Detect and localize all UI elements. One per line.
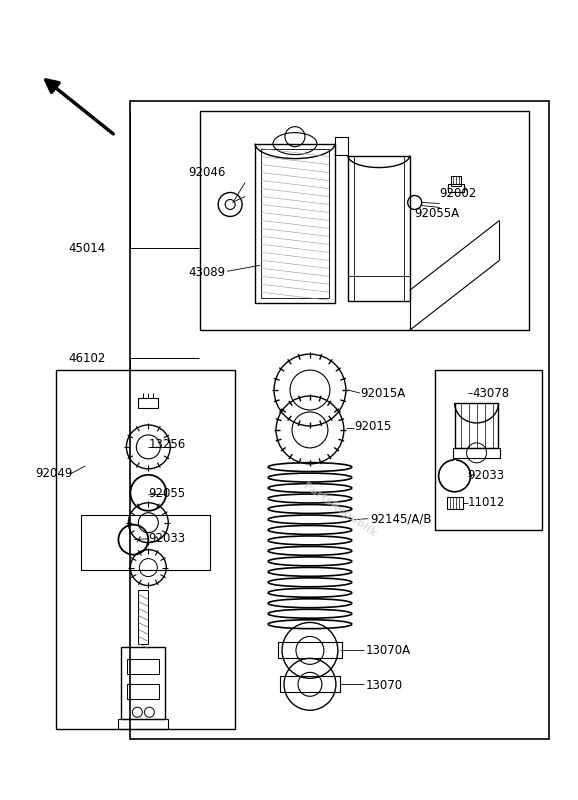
Bar bbox=[335, 137, 348, 154]
Bar bbox=[451, 175, 461, 186]
Text: 43089: 43089 bbox=[188, 266, 225, 279]
Text: 92033: 92033 bbox=[468, 470, 505, 482]
Text: 92002: 92002 bbox=[440, 187, 477, 200]
Bar bbox=[127, 659, 160, 674]
Bar bbox=[348, 155, 410, 302]
Bar bbox=[455, 403, 498, 448]
Text: 92015: 92015 bbox=[354, 421, 391, 434]
Bar bbox=[261, 149, 329, 298]
Bar bbox=[127, 684, 160, 699]
Bar bbox=[118, 719, 168, 730]
Text: 92055A: 92055A bbox=[414, 207, 460, 220]
Text: 46102: 46102 bbox=[69, 352, 106, 365]
Circle shape bbox=[225, 199, 235, 210]
Bar bbox=[435, 370, 542, 530]
Bar bbox=[447, 497, 462, 509]
Bar bbox=[138, 590, 149, 645]
Text: 43078: 43078 bbox=[473, 386, 510, 399]
Text: PartsRepublik: PartsRepublik bbox=[301, 481, 379, 539]
Text: 92145/A/B: 92145/A/B bbox=[370, 512, 431, 526]
Bar bbox=[278, 642, 342, 658]
Bar bbox=[255, 144, 335, 303]
Bar bbox=[138, 398, 158, 408]
Bar bbox=[453, 448, 501, 458]
Text: 92046: 92046 bbox=[188, 166, 225, 179]
Bar bbox=[280, 676, 340, 692]
Text: 92055: 92055 bbox=[149, 487, 186, 500]
Text: 45014: 45014 bbox=[69, 242, 106, 255]
Text: 13070: 13070 bbox=[366, 679, 403, 692]
Text: 92015A: 92015A bbox=[360, 386, 405, 399]
Text: 11012: 11012 bbox=[468, 496, 505, 510]
Bar bbox=[200, 110, 529, 330]
Bar bbox=[121, 647, 165, 719]
Text: 13070A: 13070A bbox=[366, 644, 411, 657]
Bar bbox=[131, 101, 549, 739]
Bar bbox=[80, 514, 210, 570]
Bar bbox=[447, 183, 464, 191]
Text: 13256: 13256 bbox=[149, 438, 186, 451]
Text: 92049: 92049 bbox=[36, 467, 73, 480]
Text: 92033: 92033 bbox=[149, 532, 186, 545]
Bar bbox=[55, 370, 235, 730]
